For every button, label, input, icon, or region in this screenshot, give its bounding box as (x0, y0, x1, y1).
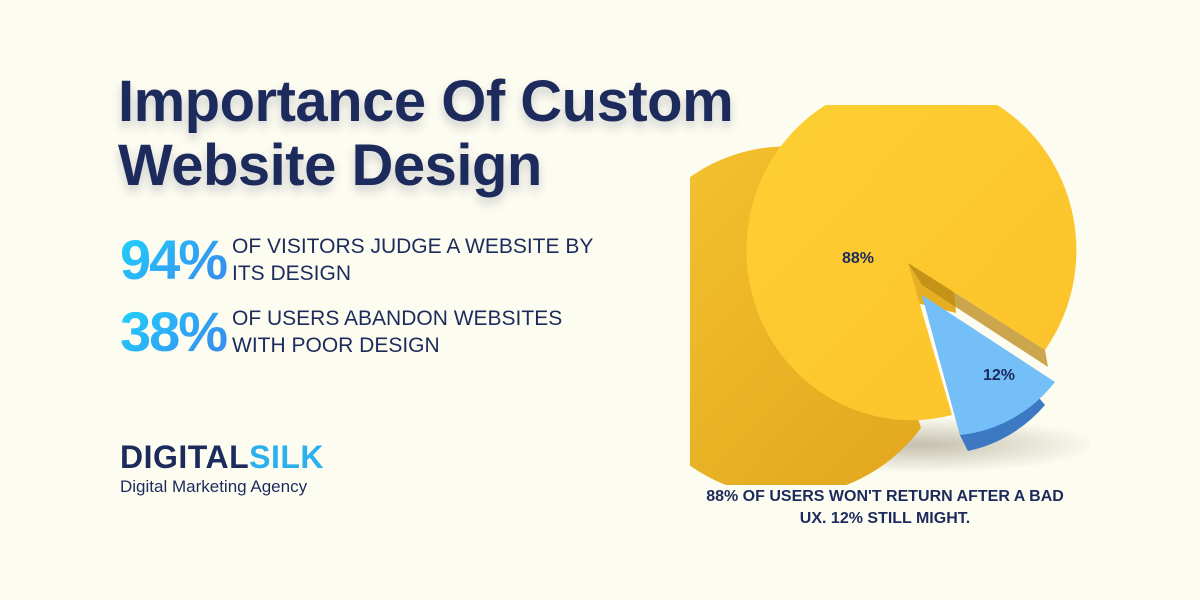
pie-chart-graphic: 88% 12% (616, 80, 1100, 497)
stat-value: 38% (120, 304, 232, 360)
pie-chart: 88% 12% (616, 80, 1100, 497)
logo-tagline: Digital Marketing Agency (120, 477, 308, 496)
logo-digital-text: DIGITAL (120, 439, 250, 475)
pie-slice-88 (746, 80, 1077, 421)
pie-slice-12 (922, 295, 1055, 435)
pie-label-12: 12% (983, 367, 1015, 384)
stat-users-abandon: 38% OF USERS ABANDON WEBSITES WITH POOR … (120, 304, 612, 360)
pie-cut-shadow (908, 263, 1048, 367)
logo-wordmark: DIGITALSILK (120, 440, 324, 474)
stat-description: OF USERS ABANDON WEBSITES WITH POOR DESI… (232, 307, 563, 357)
page-title: Importance Of Custom Website Design (118, 69, 734, 198)
digitalsilk-logo: DIGITALSILK Digital Marketing Agency (120, 440, 324, 497)
stat-value: 94% (120, 232, 232, 288)
pie-label-88: 88% (842, 250, 874, 267)
chart-caption: 88% OF USERS WON'T RETURN AFTER A BAD UX… (706, 488, 1064, 527)
logo-silk-text: SILK (249, 439, 324, 475)
stat-visitors-judge-design: 94% OF VISITORS JUDGE A WEBSITE BY ITS D… (120, 232, 612, 288)
stat-description: OF VISITORS JUDGE A WEBSITE BY ITS DESIG… (232, 235, 593, 285)
